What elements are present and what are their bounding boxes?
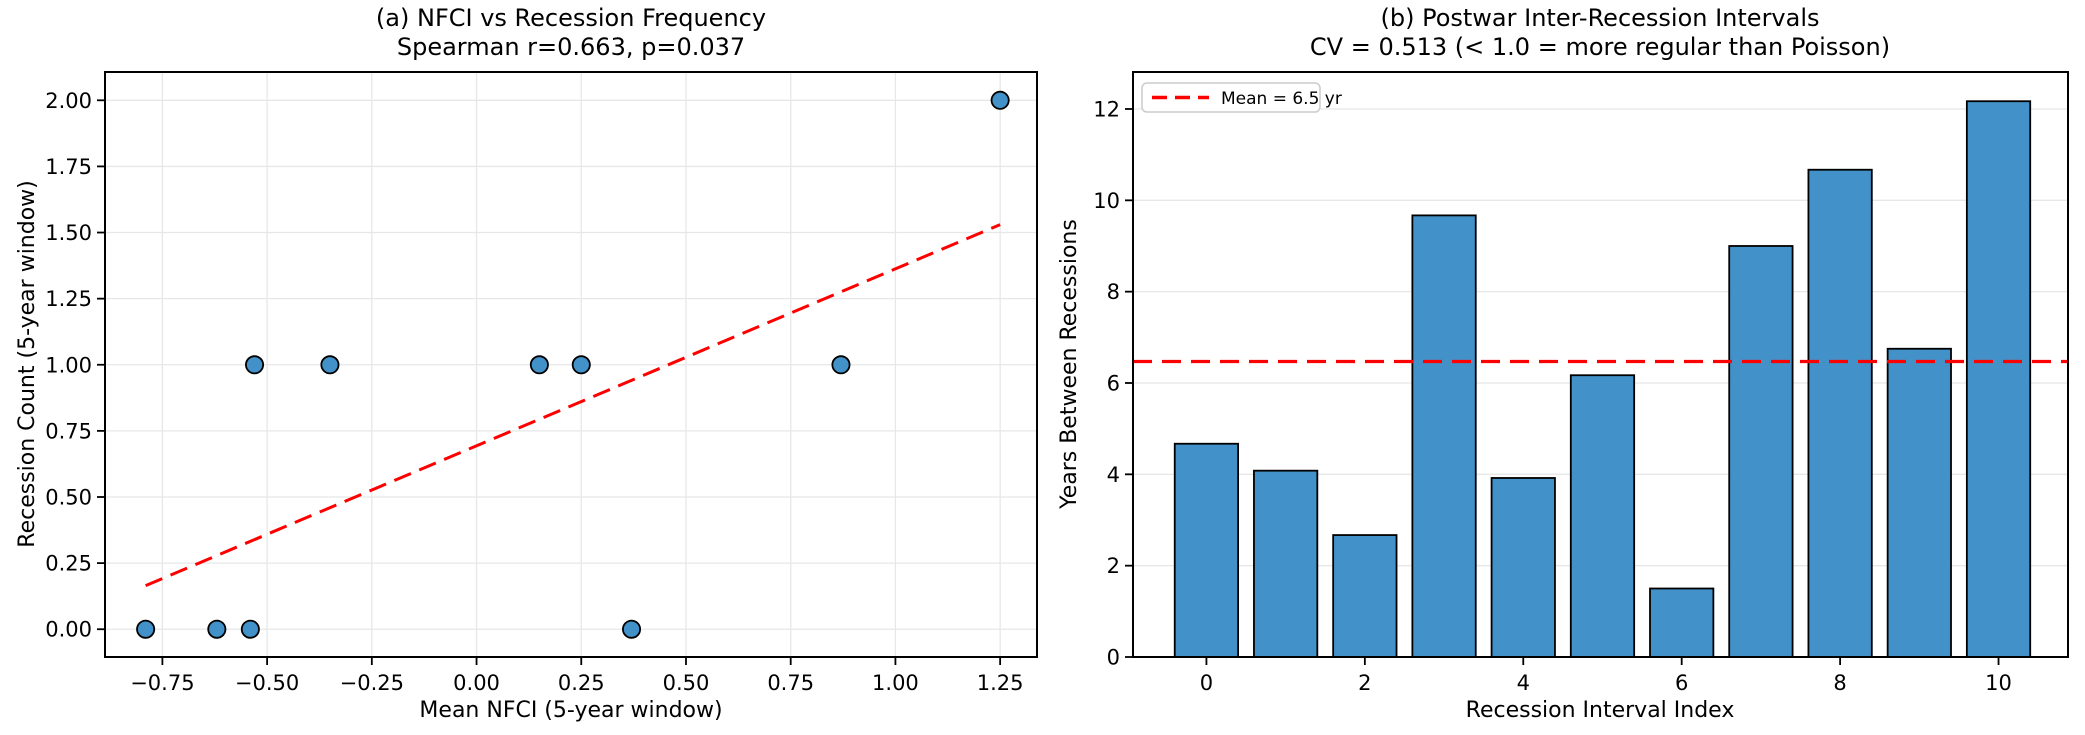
axes-box-b xyxy=(1132,71,2069,658)
y-tick-label: 0 xyxy=(1107,646,1120,670)
scatter-points xyxy=(136,90,1010,639)
bar xyxy=(1253,469,1319,658)
trend-line xyxy=(145,223,1001,587)
scatter-point xyxy=(240,619,260,639)
scatter-point xyxy=(245,355,265,375)
chart-subtitle-a: Spearman r=0.663, p=0.037 xyxy=(397,33,745,61)
x-tick-label: −0.75 xyxy=(130,671,194,695)
x-axis-label-b: Recession Interval Index xyxy=(1466,698,1735,723)
y-tick-label: 1.50 xyxy=(45,221,92,245)
x-tick-label: 8 xyxy=(1833,671,1846,695)
y-tick-label: 1.25 xyxy=(45,287,92,311)
bar xyxy=(1728,245,1794,658)
y-tick-label: 2.00 xyxy=(45,89,92,113)
scatter-point xyxy=(831,355,851,375)
y-tick-label: 6 xyxy=(1107,371,1120,395)
bar xyxy=(1649,587,1715,658)
scatter-point xyxy=(529,355,549,375)
y-tick-label: 8 xyxy=(1107,280,1120,304)
x-tick-label: 6 xyxy=(1675,671,1688,695)
y-tick-label: 10 xyxy=(1093,189,1120,213)
legend-label: Mean = 6.5 yr xyxy=(1221,89,1342,109)
y-tick-label: 0.25 xyxy=(45,552,92,576)
x-tick-label: 0.25 xyxy=(558,671,605,695)
chart-title-b: (b) Postwar Inter-Recession Intervals xyxy=(1380,4,1819,32)
y-tick-label: 0.00 xyxy=(45,618,92,642)
y-tick-label: 2 xyxy=(1107,554,1120,578)
x-tick-label: 10 xyxy=(1985,671,2012,695)
chart-title-a: (a) NFCI vs Recession Frequency xyxy=(376,4,766,32)
bar xyxy=(1965,100,2032,658)
y-axis-label-b: Years Between Recessions xyxy=(1057,219,1082,510)
bar xyxy=(1173,442,1240,658)
legend: Mean = 6.5 yr xyxy=(1141,82,1342,113)
bar xyxy=(1807,168,1873,658)
bar xyxy=(1332,534,1398,658)
bar xyxy=(1886,347,1952,658)
grid-lines-a xyxy=(105,72,1037,657)
scatter-point xyxy=(136,619,156,639)
y-tick-label: 0.50 xyxy=(45,485,92,509)
x-tick-label: −0.25 xyxy=(340,671,404,695)
bar xyxy=(1490,477,1556,658)
subplot-b: 0 2 4 6 8 10 0 2 4 6 8 10 12 (b) Postwar Inter-Reces… xyxy=(1057,4,2069,723)
scatter-point xyxy=(320,355,340,375)
y-tick-label: 1.75 xyxy=(45,155,92,179)
x-tick-label: 0.00 xyxy=(453,671,500,695)
axis-ticks-a: −0.75 −0.50 −0.25 0.00 0.25 0.50 0.75 1.00 1.25 0… xyxy=(45,89,1023,695)
chart-subtitle-b: CV = 0.513 (< 1.0 = more regular than Po… xyxy=(1310,33,1890,61)
x-tick-label: 1.00 xyxy=(872,671,919,695)
x-tick-label: 1.25 xyxy=(977,671,1024,695)
bars xyxy=(1173,100,2032,658)
bar xyxy=(1411,214,1477,658)
x-tick-label: 0.50 xyxy=(663,671,710,695)
scatter-point xyxy=(622,619,642,639)
scatter-point xyxy=(571,355,591,375)
x-tick-label: 0.75 xyxy=(767,671,814,695)
legend-box xyxy=(1141,82,1321,113)
subplot-a: −0.75 −0.50 −0.25 0.00 0.25 0.50 0.75 1.00 1.25 0… xyxy=(15,4,1038,723)
x-axis-label-a: Mean NFCI (5-year window) xyxy=(419,698,722,723)
y-axis-label-a: Recession Count (5-year window) xyxy=(15,180,40,547)
x-tick-label: 2 xyxy=(1358,671,1371,695)
y-tick-label: 0.75 xyxy=(45,419,92,443)
y-tick-label: 1.00 xyxy=(45,353,92,377)
x-tick-label: 4 xyxy=(1517,671,1530,695)
x-tick-label: −0.50 xyxy=(235,671,299,695)
bar xyxy=(1569,374,1636,658)
scatter-point xyxy=(990,90,1010,110)
axis-ticks-b: 0 2 4 6 8 10 0 2 4 6 8 10 12 xyxy=(1093,97,2012,695)
y-tick-label: 4 xyxy=(1107,463,1120,487)
scatter-point xyxy=(207,619,227,639)
x-tick-label: 0 xyxy=(1200,671,1213,695)
y-tick-label: 12 xyxy=(1093,97,1120,121)
